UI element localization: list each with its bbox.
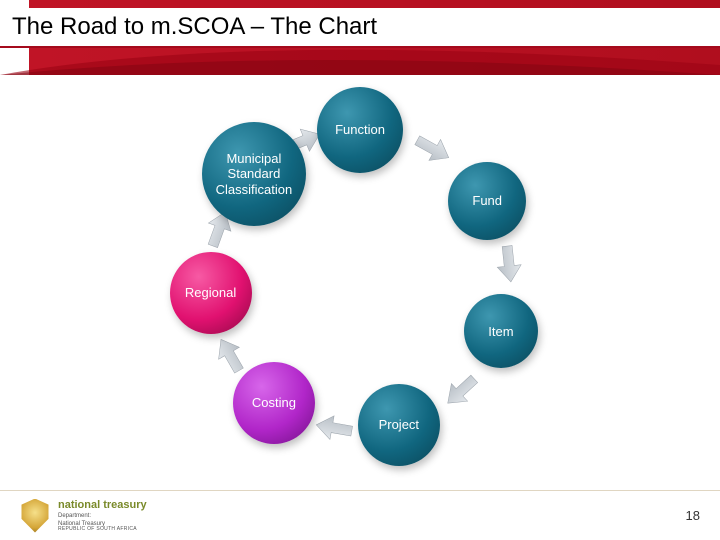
footer-branding: national treasury Department: National T…: [20, 499, 147, 533]
cycle-node: Function: [317, 87, 403, 173]
cycle-node-label: Item: [484, 320, 517, 344]
cycle-node: Project: [358, 384, 440, 466]
cycle-node: Costing: [233, 362, 315, 444]
cycle-node-label: Function: [331, 118, 389, 142]
cycle-node: Regional: [170, 252, 252, 334]
cycle-node: Fund: [448, 162, 526, 240]
slide-header: The Road to m.SCOA – The Chart: [0, 0, 720, 75]
slide-footer: national treasury Department: National T…: [0, 490, 720, 540]
cycle-node-label: Municipal Standard Classification: [212, 147, 297, 202]
coat-of-arms-icon: [20, 499, 50, 533]
cycle-node: Municipal Standard Classification: [202, 122, 306, 226]
org-line1: Department:: [58, 513, 147, 519]
org-name: national treasury: [58, 500, 147, 511]
cycle-diagram: Function Fund Item Project Costing Regional Mu…: [60, 75, 660, 485]
cycle-arrow-icon: [408, 127, 457, 171]
cycle-node-label: Regional: [181, 281, 240, 305]
cycle-node-label: Costing: [248, 391, 300, 415]
page-title: The Road to m.SCOA – The Chart: [12, 13, 377, 41]
page-number: 18: [686, 508, 700, 523]
cycle-node-label: Fund: [468, 189, 506, 213]
cycle-arrow-icon: [493, 243, 525, 286]
cycle-node: Item: [464, 294, 538, 368]
footer-org-text: national treasury Department: National T…: [58, 500, 147, 532]
cycle-node-label: Project: [375, 413, 423, 437]
org-line3: REPUBLIC OF SOUTH AFRICA: [58, 527, 147, 532]
cycle-arrow-icon: [312, 410, 356, 445]
title-strip: The Road to m.SCOA – The Chart: [0, 8, 720, 48]
cycle-arrow-icon: [437, 367, 485, 415]
